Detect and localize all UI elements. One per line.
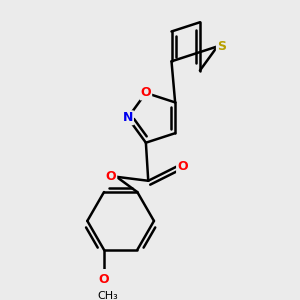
Text: O: O <box>106 170 116 183</box>
Text: O: O <box>177 160 188 173</box>
Text: O: O <box>141 86 151 99</box>
Text: N: N <box>123 111 133 124</box>
Text: O: O <box>99 273 109 286</box>
Text: S: S <box>217 40 226 53</box>
Text: CH₃: CH₃ <box>98 291 118 300</box>
